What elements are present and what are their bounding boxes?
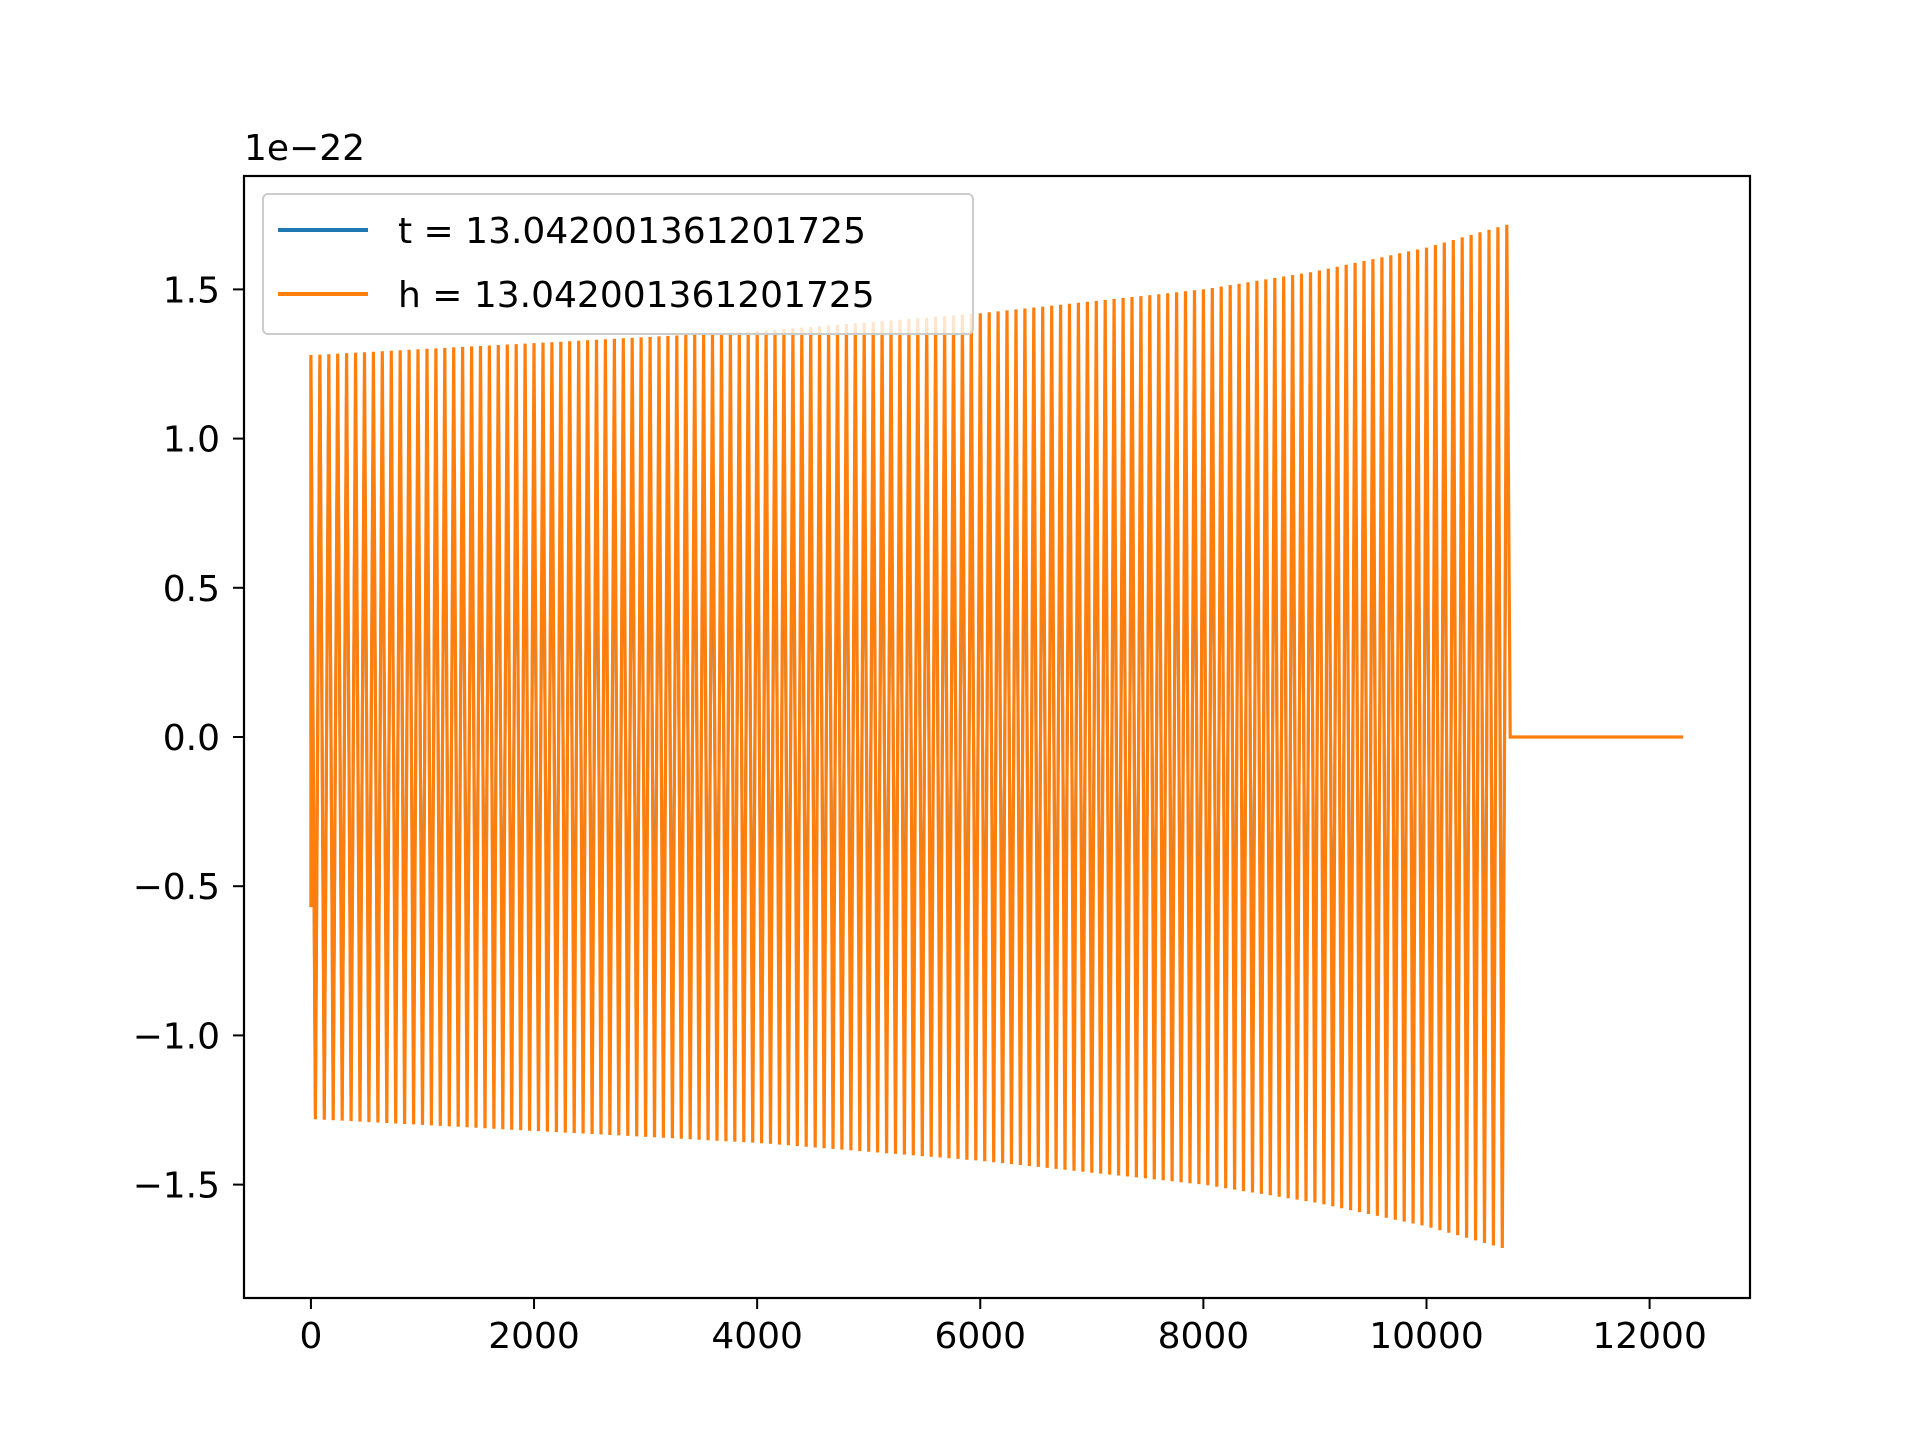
legend-label: t = 13.042001361201725 bbox=[398, 211, 866, 252]
y-tick-label: −0.5 bbox=[133, 867, 220, 908]
y-offset-label: 1e−22 bbox=[244, 128, 365, 169]
x-tick-label: 8000 bbox=[1158, 1316, 1250, 1357]
x-tick-label: 6000 bbox=[934, 1316, 1026, 1357]
y-tick-label: −1.5 bbox=[133, 1166, 220, 1207]
y-tick-label: 0.0 bbox=[163, 718, 220, 759]
y-tick-label: 1.0 bbox=[163, 420, 220, 461]
series-h-line bbox=[309, 224, 1684, 1249]
legend-box bbox=[262, 193, 974, 335]
series-layer bbox=[309, 224, 1684, 1249]
x-tick-label: 2000 bbox=[488, 1316, 580, 1357]
y-tick-label: −1.0 bbox=[133, 1016, 220, 1057]
legend-label: h = 13.042001361201725 bbox=[398, 275, 875, 316]
x-tick-label: 0 bbox=[299, 1316, 322, 1357]
x-tick-label: 4000 bbox=[711, 1316, 803, 1357]
y-tick-label: 1.5 bbox=[163, 270, 220, 311]
y-tick-label: 0.5 bbox=[163, 569, 220, 610]
y-axis: −1.5 −1.0 −0.5 0.0 0.5 1.0 1.5 bbox=[133, 270, 244, 1207]
x-tick-label: 12000 bbox=[1592, 1316, 1707, 1357]
legend: t = 13.042001361201725 h = 13.04200136120… bbox=[262, 193, 974, 335]
x-axis: 0 2000 4000 6000 8000 10000 12000 bbox=[299, 1298, 1707, 1357]
x-tick-label: 10000 bbox=[1369, 1316, 1484, 1357]
